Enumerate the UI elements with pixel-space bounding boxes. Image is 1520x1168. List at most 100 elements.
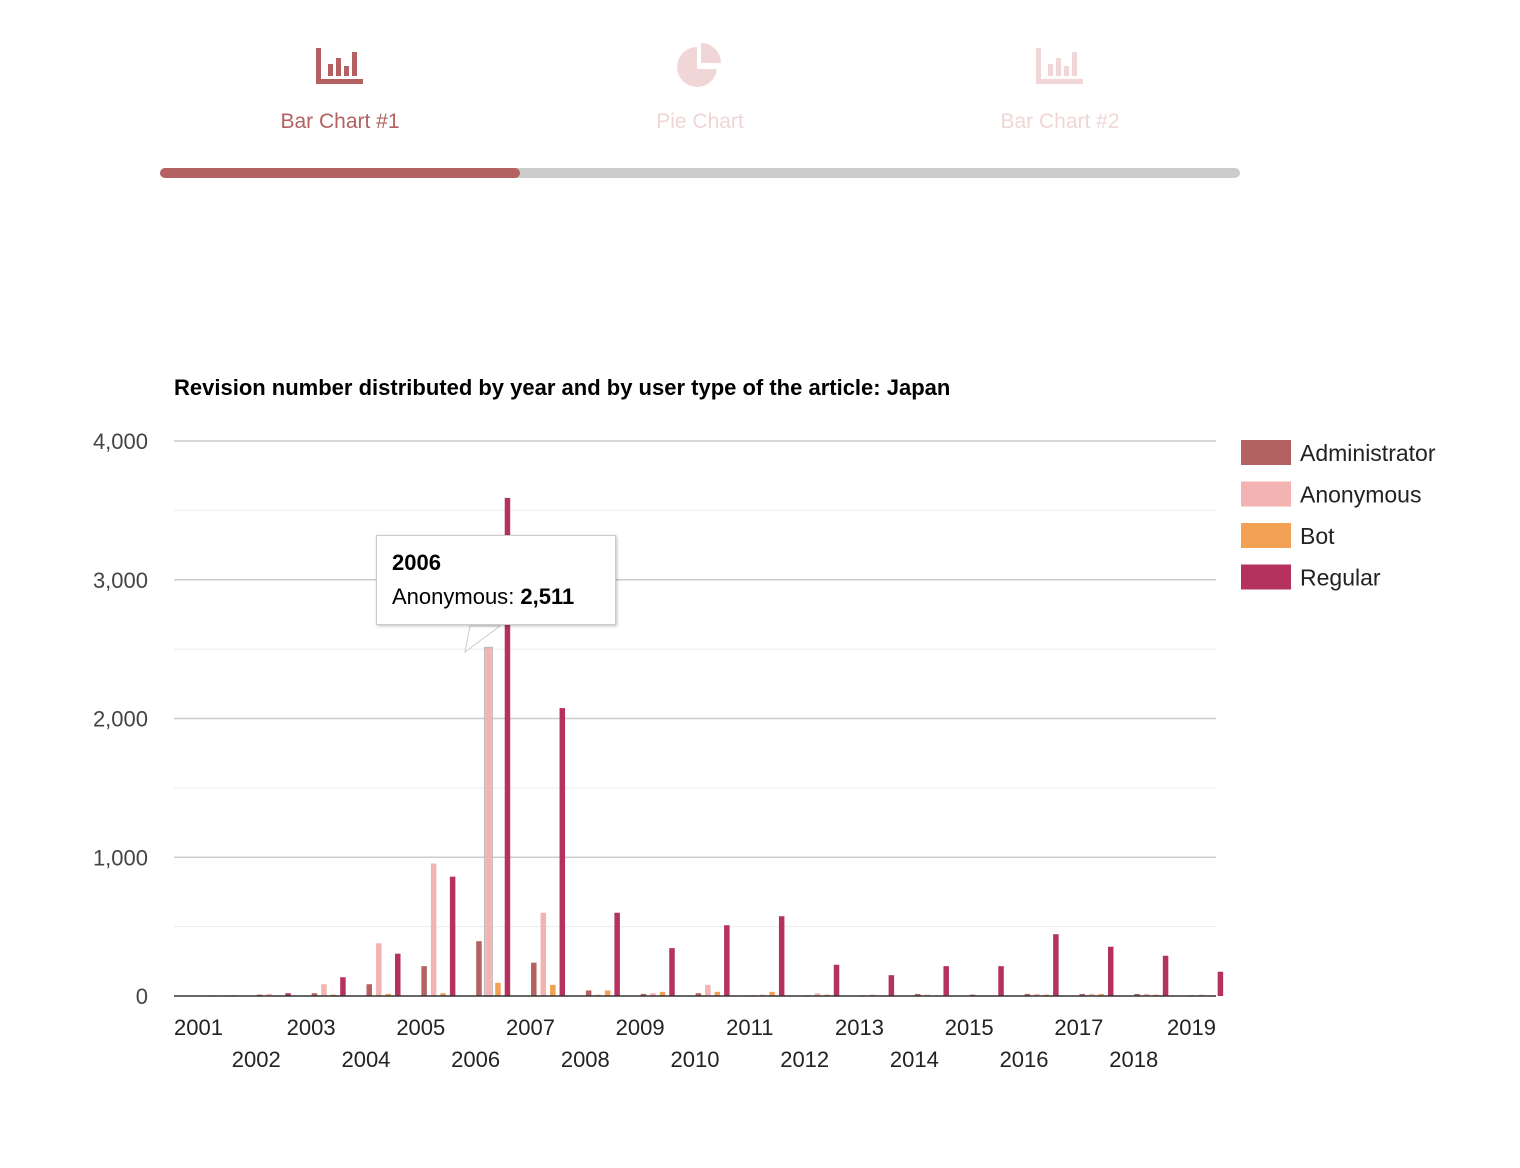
legend-swatch-anonymous xyxy=(1241,481,1291,507)
x-tick-label: 2010 xyxy=(671,1047,720,1072)
x-tick-label: 2014 xyxy=(890,1047,939,1072)
tab-bar-chart-2[interactable]: Bar Chart #2 xyxy=(880,42,1240,134)
bar-regular-2012 xyxy=(833,964,840,996)
bar-anonymous-2016 xyxy=(1034,993,1040,996)
tooltip-line: Anonymous: 2,511 xyxy=(392,584,575,609)
bar-administrator-2006 xyxy=(476,941,482,996)
bar-anonymous-2006 xyxy=(485,647,492,996)
bar-bot-2006 xyxy=(495,982,501,996)
x-tick-label: 2013 xyxy=(835,1015,884,1040)
bar-administrator-2018 xyxy=(1134,993,1140,996)
progress-track xyxy=(160,168,1240,178)
x-tick-label: 2008 xyxy=(561,1047,610,1072)
bar-regular-2015 xyxy=(998,966,1004,996)
bar-regular-2016 xyxy=(1053,934,1059,996)
tab-label: Bar Chart #1 xyxy=(280,110,400,133)
bar-bot-2005 xyxy=(440,993,446,996)
bar-bot-2011 xyxy=(769,991,775,996)
bar-administrator-2017 xyxy=(1079,993,1085,996)
tooltip-title: 2006 xyxy=(392,550,441,575)
bar-regular-2009 xyxy=(669,948,675,996)
bar-administrator-2014 xyxy=(914,993,921,996)
x-tick-label: 2004 xyxy=(341,1047,390,1072)
bar-administrator-2003 xyxy=(311,993,318,996)
tab-pie-chart[interactable]: Pie Chart xyxy=(520,42,880,134)
bar-regular-2014 xyxy=(943,966,949,996)
bar-bot-2004 xyxy=(385,993,392,996)
y-tick-label: 3,000 xyxy=(93,568,148,593)
x-tick-label: 2003 xyxy=(287,1015,336,1040)
x-tick-label: 2001 xyxy=(174,1015,223,1040)
bar-bot-2010 xyxy=(714,991,721,996)
bar-administrator-2007 xyxy=(531,962,537,996)
bar-anonymous-2018 xyxy=(1143,993,1150,996)
bar-administrator-2009 xyxy=(640,993,647,996)
y-tick-label: 4,000 xyxy=(93,429,148,454)
chart-title: Revision number distributed by year and … xyxy=(174,375,950,400)
x-tick-label: 2006 xyxy=(451,1047,500,1072)
bar-regular-2013 xyxy=(888,975,895,996)
x-tick-label: 2002 xyxy=(232,1047,281,1072)
x-tick-label: 2019 xyxy=(1167,1015,1216,1040)
bar-administrator-2010 xyxy=(695,993,702,996)
x-tick-label: 2018 xyxy=(1109,1047,1158,1072)
bar-chart-icon xyxy=(316,48,363,84)
bars xyxy=(211,497,1224,997)
bar-regular-2017 xyxy=(1107,946,1114,996)
x-tick-label: 2015 xyxy=(945,1015,994,1040)
tooltip-series: Anonymous xyxy=(392,584,509,609)
pie-chart-icon xyxy=(677,43,721,87)
bar-chart: Revision number distributed by year and … xyxy=(93,375,1436,1072)
x-tick-label: 2012 xyxy=(780,1047,829,1072)
legend-label-regular: Regular xyxy=(1300,565,1381,591)
x-tick-label: 2007 xyxy=(506,1015,555,1040)
bar-regular-2019 xyxy=(1217,971,1224,996)
bar-regular-2011 xyxy=(778,916,785,996)
chart-tabs: Bar Chart #1 Pie Chart Bar Chart #2 xyxy=(160,30,1240,180)
x-tick-label: 2017 xyxy=(1054,1015,1103,1040)
bar-bot-2017 xyxy=(1098,993,1104,996)
bar-anonymous-2002 xyxy=(266,993,272,996)
bar-regular-2002 xyxy=(285,993,291,996)
bar-regular-2008 xyxy=(614,912,620,996)
bar-anonymous-2010 xyxy=(705,984,711,996)
bar-regular-2003 xyxy=(340,977,346,996)
y-tick-label: 1,000 xyxy=(93,845,148,870)
bar-bot-2009 xyxy=(659,991,666,996)
progress-fill xyxy=(160,168,520,178)
bar-regular-2006 xyxy=(504,497,511,996)
bar-regular-2010 xyxy=(724,925,730,996)
x-tick-label: 2009 xyxy=(616,1015,665,1040)
bar-bot-2008 xyxy=(604,990,611,996)
x-tick-label: 2016 xyxy=(1000,1047,1049,1072)
bar-regular-2018 xyxy=(1162,955,1169,996)
legend-swatch-bot xyxy=(1241,523,1291,548)
x-tick-label: 2011 xyxy=(726,1015,773,1040)
bar-administrator-2008 xyxy=(585,990,592,996)
legend-swatch-regular xyxy=(1241,564,1291,590)
bar-anonymous-2004 xyxy=(376,943,382,996)
chart-tooltip: 2006 Anonymous: 2,511 xyxy=(376,535,616,625)
bar-regular-2004 xyxy=(395,953,401,996)
tab-label: Bar Chart #2 xyxy=(1000,110,1120,133)
tab-bar-chart-1[interactable]: Bar Chart #1 xyxy=(160,42,520,134)
legend-label-anonymous: Anonymous xyxy=(1300,482,1421,508)
legend-label-bot: Bot xyxy=(1300,523,1335,549)
bar-anonymous-2003 xyxy=(321,984,327,996)
y-axis-ticks: 0 1,000 2,000 3,000 4,000 xyxy=(93,429,148,1009)
bar-regular-2005 xyxy=(449,876,456,996)
bar-anonymous-2009 xyxy=(650,993,656,996)
bar-administrator-2016 xyxy=(1024,993,1031,996)
tooltip-value: 2,511 xyxy=(520,584,575,609)
tab-label: Pie Chart xyxy=(656,110,744,133)
y-tick-label: 2,000 xyxy=(93,707,148,732)
legend-swatch-administrator xyxy=(1241,440,1291,465)
bar-bot-2007 xyxy=(550,984,556,996)
bar-anonymous-2005 xyxy=(430,863,437,996)
bar-regular-2007 xyxy=(559,708,566,996)
gridlines xyxy=(174,440,1216,928)
bar-administrator-2004 xyxy=(366,984,373,996)
bar-anonymous-2007 xyxy=(540,912,547,996)
legend-label-administrator: Administrator xyxy=(1300,440,1436,466)
x-tick-label: 2005 xyxy=(396,1015,445,1040)
